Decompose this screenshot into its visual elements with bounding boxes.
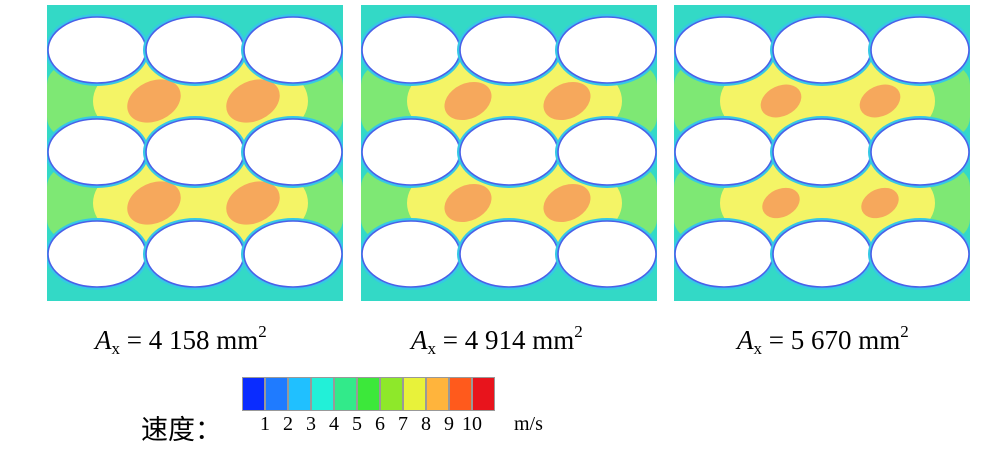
tube-cross-section bbox=[557, 16, 657, 84]
legend-swatch bbox=[403, 377, 426, 411]
velocity-panel-1 bbox=[47, 5, 343, 301]
tube-cross-section bbox=[674, 220, 774, 288]
tube-cross-section bbox=[772, 16, 872, 84]
tube-cross-section bbox=[145, 16, 245, 84]
caption-panel-2: Ax = 4 914 mm2 bbox=[411, 322, 583, 358]
tube-cross-section bbox=[47, 118, 147, 186]
legend-swatch bbox=[426, 377, 449, 411]
tube-cross-section bbox=[47, 16, 147, 84]
tube-cross-section bbox=[145, 118, 245, 186]
legend-tick-label: 1 bbox=[260, 413, 270, 435]
legend-swatch bbox=[334, 377, 357, 411]
tube-cross-section bbox=[361, 16, 461, 84]
legend-unit: m/s bbox=[514, 413, 543, 435]
velocity-field-svg bbox=[674, 5, 970, 301]
orange-hotspot bbox=[444, 81, 492, 121]
legend-tick-label: 6 bbox=[375, 413, 385, 435]
legend-tick-label: 2 bbox=[283, 413, 293, 435]
legend-swatch bbox=[380, 377, 403, 411]
tube-cross-section bbox=[243, 16, 343, 84]
tube-cross-section bbox=[361, 220, 461, 288]
tube-cross-section bbox=[243, 118, 343, 186]
tube-cross-section bbox=[47, 220, 147, 288]
tube-cross-section bbox=[459, 118, 559, 186]
tube-cross-section bbox=[674, 16, 774, 84]
legend-title: 速度： bbox=[141, 415, 222, 446]
legend-tick-label: 7 bbox=[398, 413, 408, 435]
orange-hotspot bbox=[127, 79, 181, 123]
velocity-field-svg bbox=[361, 5, 657, 301]
tube-cross-section bbox=[459, 16, 559, 84]
tube-cross-section bbox=[459, 220, 559, 288]
legend-tick-label: 5 bbox=[352, 413, 362, 435]
legend-tick-label: 10 bbox=[462, 413, 482, 435]
caption-panel-1: Ax = 4 158 mm2 bbox=[95, 322, 267, 358]
tube-cross-section bbox=[870, 16, 970, 84]
tube-cross-section bbox=[870, 118, 970, 186]
tube-cross-section bbox=[557, 220, 657, 288]
orange-hotspot bbox=[859, 84, 901, 118]
orange-hotspot bbox=[762, 187, 800, 219]
legend-swatch bbox=[472, 377, 495, 411]
orange-hotspot bbox=[444, 183, 492, 223]
legend-tick-label: 9 bbox=[444, 413, 454, 435]
tube-cross-section bbox=[243, 220, 343, 288]
legend-swatch bbox=[449, 377, 472, 411]
legend-tick-label: 8 bbox=[421, 413, 431, 435]
velocity-panel-3 bbox=[674, 5, 970, 301]
orange-hotspot bbox=[861, 187, 899, 219]
legend-swatch bbox=[265, 377, 288, 411]
orange-hotspot bbox=[543, 81, 591, 121]
legend-tick-label: 3 bbox=[306, 413, 316, 435]
velocity-field-svg bbox=[47, 5, 343, 301]
tube-cross-section bbox=[772, 118, 872, 186]
tube-cross-section bbox=[145, 220, 245, 288]
orange-hotspot bbox=[226, 181, 280, 225]
velocity-panel-2 bbox=[361, 5, 657, 301]
tube-cross-section bbox=[674, 118, 774, 186]
legend-swatch bbox=[242, 377, 265, 411]
caption-panel-3: Ax = 5 670 mm2 bbox=[737, 322, 909, 358]
orange-hotspot bbox=[127, 181, 181, 225]
orange-hotspot bbox=[760, 84, 802, 118]
legend-swatch bbox=[357, 377, 380, 411]
tube-cross-section bbox=[870, 220, 970, 288]
orange-hotspot bbox=[543, 183, 591, 223]
tube-cross-section bbox=[361, 118, 461, 186]
legend-swatch bbox=[311, 377, 334, 411]
legend-tick-label: 4 bbox=[329, 413, 339, 435]
tube-cross-section bbox=[557, 118, 657, 186]
tube-cross-section bbox=[772, 220, 872, 288]
legend-swatch bbox=[288, 377, 311, 411]
orange-hotspot bbox=[226, 79, 280, 123]
